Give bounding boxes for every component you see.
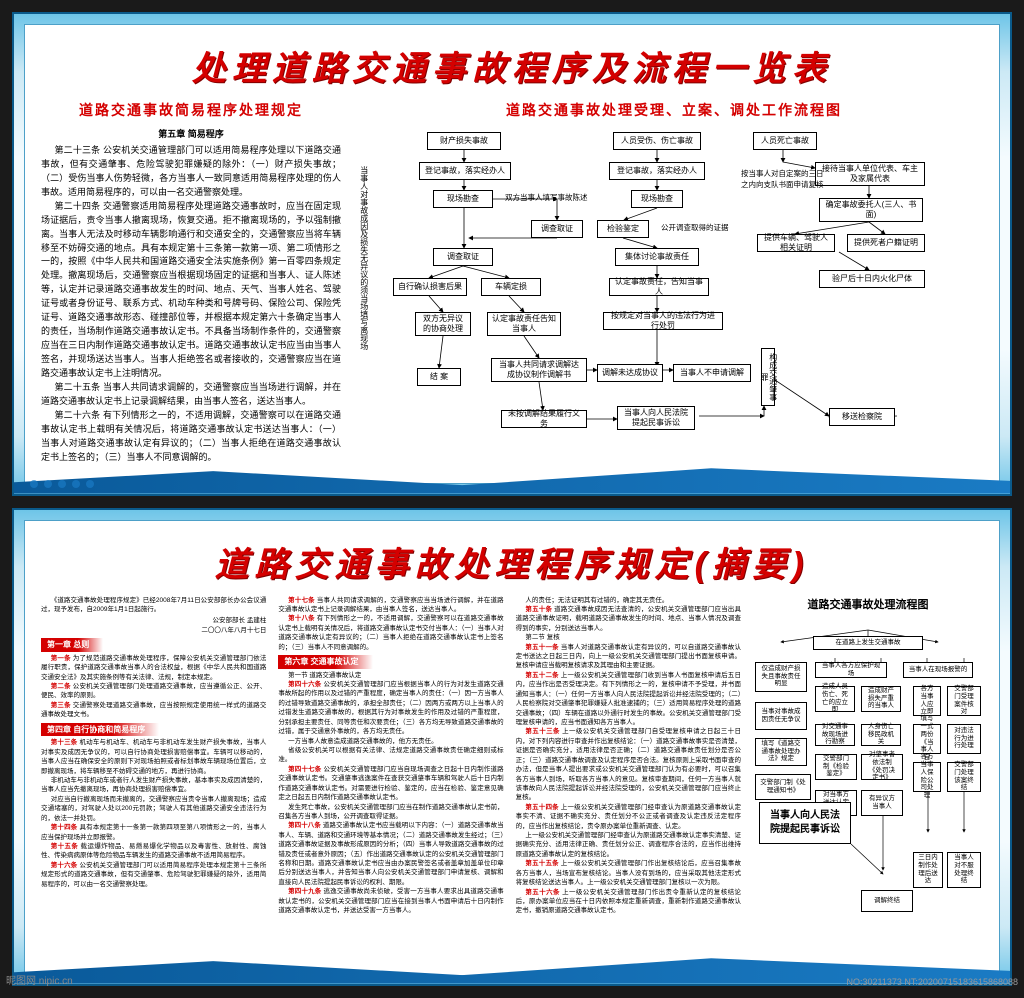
flow-node: 未按调解结果履行义务 bbox=[501, 410, 587, 428]
flow-node: 确定事故委托人(三人、书面) bbox=[819, 198, 923, 222]
signoff1: 公安部部长 孟建柱 bbox=[41, 616, 266, 625]
flow2-node: 对交通事故现场进行勘察 bbox=[815, 724, 855, 746]
flow2-title: 道路交通事故处理流程图 bbox=[753, 596, 983, 612]
flow-node: 调查取证 bbox=[531, 220, 583, 238]
flow-node: 认定事故责任，告知当事人 bbox=[609, 278, 709, 296]
col3: 人的责任；无法证明其有过错的，确定其无责任。第五十条 道路交通事故成因无法查清的… bbox=[516, 596, 741, 921]
panel1-title: 处理道路交通事故程序及流程一览表 bbox=[41, 41, 983, 90]
flow-node: 双方无异议的协商处理 bbox=[415, 312, 471, 336]
col2: 第十七条 当事人共同请求调解的，交通警察应当当场进行调解，并在道路交通事故认定书… bbox=[278, 596, 503, 921]
flow-vertical-note: 当事人对事故成因及损失无异议的须当场填写离现场 bbox=[359, 166, 368, 350]
flow2-node: 仅造成财产损失且事故责任明显 bbox=[755, 662, 807, 692]
top-panel-inner: 处理道路交通事故程序及流程一览表 道路交通事故简易程序处理规定 道路交通事故处理… bbox=[24, 24, 1000, 484]
flow2-bigbox: 当事人向人民法院提起民事诉讼 bbox=[759, 802, 851, 844]
flow-node: 验尸后十日内火化尸体 bbox=[819, 270, 925, 288]
flow2-node: 交警部门制《检验鉴定》 bbox=[815, 754, 857, 780]
flow-node: 移送检察院 bbox=[829, 408, 895, 426]
flow-node: 当事人向人民法院提起民事诉讼 bbox=[617, 406, 695, 430]
bubble-decor bbox=[30, 480, 94, 488]
flow-node: 双方当事人填写事故陈述 bbox=[505, 192, 593, 206]
flow2-node: 对违法行为进行处理 bbox=[947, 724, 981, 754]
flow2-node: 交警部门受理案件核对 bbox=[947, 686, 981, 716]
flow2-node: 造成财产损失严重的当事人 bbox=[861, 686, 901, 712]
flow-node: 自行确认损害后果 bbox=[393, 278, 467, 296]
flow2-node: 在道路上发生交通事故 bbox=[813, 636, 923, 650]
flow2-node: 当事人在现场报警的 bbox=[903, 662, 973, 678]
flow-node: 当事人共同请求调解达成协议制作调解书 bbox=[491, 358, 587, 382]
panel1-subtitle-right: 道路交通事故处理受理、立案、调处工作流程图 bbox=[365, 100, 983, 120]
flow-node: 调查取证 bbox=[433, 248, 493, 266]
flow2-node: 交警部门制《处理通知书》 bbox=[755, 774, 811, 800]
flow-node: 检验鉴定 bbox=[597, 220, 649, 238]
flow-node: 提供死者户籍证明 bbox=[847, 234, 925, 252]
flow-node: 车辆定损 bbox=[481, 278, 541, 296]
bottom-panel: 道路交通事故处理程序规定(摘要) 《道路交通事故处理程序规定》已经2008年7月… bbox=[12, 508, 1012, 986]
meta-info: NO:30211373 NT:20200715183615868088 bbox=[846, 977, 1018, 987]
flow2-node: 人身伤亡移民政机关 bbox=[861, 724, 901, 746]
flow-node: 现场勘查 bbox=[631, 190, 683, 208]
preamble: 《道路交通事故处理程序规定》已经2008年7月11日公安部部长办公会议通过，现予… bbox=[41, 596, 266, 615]
flow2-node: 各方当事人保险公司处理 bbox=[913, 762, 941, 792]
flow2-node: 造成人员伤亡、死亡的应立即 bbox=[815, 686, 855, 712]
flow-node: 按当事人对自定案的三日之内向支队书面申请复核 bbox=[741, 168, 827, 190]
flow-node: 提供车辆、驾驶人相关证明 bbox=[757, 234, 835, 252]
flow-node: 登记事故，落实经办人 bbox=[419, 162, 511, 180]
flow-node: 按规定对当事人的违法行为进行处罚 bbox=[603, 312, 723, 330]
panel2-title: 道路交通事故处理程序规定(摘要) bbox=[41, 537, 983, 586]
flow-node: 人员死亡事故 bbox=[753, 132, 817, 150]
flow2-node: 交警部门处理该案终结 bbox=[947, 762, 981, 792]
flow-node: 结 案 bbox=[417, 368, 461, 386]
flow2-node: 当事人对不服处理终结 bbox=[947, 852, 981, 888]
flow-node: 集体讨论事故责任 bbox=[615, 248, 699, 266]
flow-node: 构成交通肇事罪 bbox=[761, 348, 775, 406]
flow-node: 现场勘查 bbox=[433, 190, 493, 208]
flow2-node: 当事对事故成因责任无争议 bbox=[755, 702, 807, 730]
bottom-panel-inner: 道路交通事故处理程序规定(摘要) 《道路交通事故处理程序规定》已经2008年7月… bbox=[24, 520, 1000, 976]
flowchart-2: 道路交通事故处理流程图 在道路上发生交通事故仅造成财产损失且事故责任明显当事人各… bbox=[753, 596, 983, 921]
signoff2: 二〇〇八年八月十七日 bbox=[41, 626, 266, 635]
regulation-text: 第五章 简易程序 第二十三条 公安机关交通管理部门可以适用简易程序处理以下道路交… bbox=[41, 126, 341, 465]
flow2-node: 当事人各方应保护现场 bbox=[815, 662, 887, 678]
flow-node: 调解未达成协议 bbox=[597, 364, 663, 382]
top-panel: 处理道路交通事故程序及流程一览表 道路交通事故简易程序处理规定 道路交通事故处理… bbox=[12, 12, 1012, 496]
flow-node: 登记事故，落实经办人 bbox=[609, 162, 705, 180]
flow2-node: 三日内制作处理后送达 bbox=[913, 852, 943, 888]
panel1-subtitle-left: 道路交通事故简易程序处理规定 bbox=[41, 100, 341, 120]
flow2-node: 填写一式两份《当事人自 bbox=[913, 724, 941, 754]
flow-node: 公开调查取得的证据 bbox=[661, 222, 739, 236]
flow-node: 财产损失事故 bbox=[427, 132, 501, 150]
flow-node: 接待当事人单位代表、车主及家属代表 bbox=[815, 162, 925, 186]
flow2-node: 调解终结 bbox=[861, 890, 913, 912]
flow2-node: 填写《道路交通事故处理办法》规定 bbox=[755, 738, 807, 766]
flowchart-1: 当事人对事故成因及损失无异议的须当场填写离现场 财产损失事故登记事故，落实经办人… bbox=[359, 126, 983, 456]
chapter-label: 第五章 简易程序 bbox=[41, 128, 341, 142]
flow2-node: 有异议方当事人 bbox=[861, 790, 903, 816]
flow-node: 人员受伤、伤亡事故 bbox=[613, 132, 701, 150]
flow2-node: 对肇事者依法制《处罚决定书》 bbox=[861, 754, 903, 780]
col1: 《道路交通事故处理程序规定》已经2008年7月11日公安部部长办公会议通过，现予… bbox=[41, 596, 266, 921]
flow2-node: 各方当事人应立即 bbox=[913, 686, 941, 716]
flow-node: 当事人不申请调解 bbox=[673, 364, 751, 382]
flow-node: 认定事故责任告知当事人 bbox=[487, 312, 561, 336]
watermark: 昵图网 nipic.cn bbox=[6, 972, 73, 987]
